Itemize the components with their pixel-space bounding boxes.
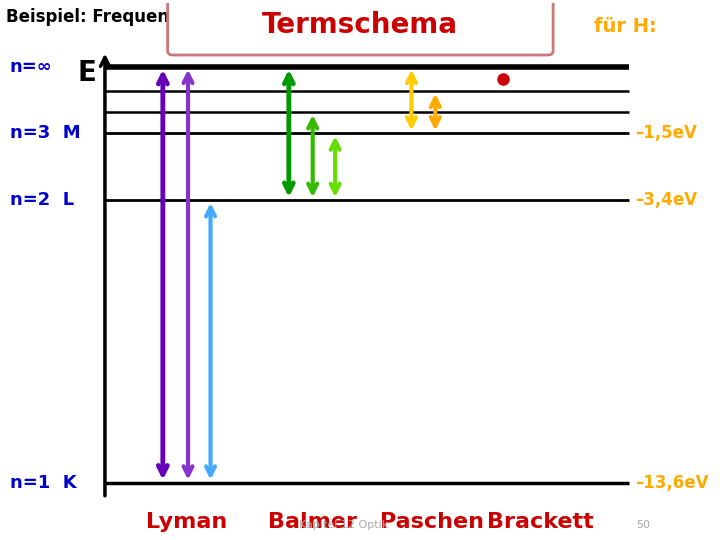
- Text: Paschen: Paschen: [380, 512, 484, 532]
- Text: –1,5eV: –1,5eV: [635, 124, 697, 143]
- Text: –13,6eV: –13,6eV: [635, 474, 708, 491]
- Text: E: E: [78, 59, 96, 87]
- Text: n=1  K: n=1 K: [9, 474, 76, 491]
- Text: Termschema: Termschema: [262, 11, 459, 39]
- FancyBboxPatch shape: [168, 0, 553, 55]
- Text: n=2  L: n=2 L: [9, 191, 73, 209]
- Text: Beispiel: Frequenzspektrum des Wasserstoffs.: Beispiel: Frequenzspektrum des Wassersto…: [6, 8, 441, 26]
- Text: n=∞: n=∞: [9, 58, 53, 76]
- Text: für H:: für H:: [594, 17, 657, 36]
- Text: Lyman: Lyman: [146, 512, 228, 532]
- Text: Brackett: Brackett: [487, 512, 594, 532]
- Text: n=3  M: n=3 M: [9, 124, 80, 143]
- Text: –3,4eV: –3,4eV: [635, 191, 697, 209]
- Text: Kapitel 12 Optik: Kapitel 12 Optik: [299, 519, 388, 530]
- Text: Balmer: Balmer: [268, 512, 357, 532]
- Text: 50: 50: [636, 519, 650, 530]
